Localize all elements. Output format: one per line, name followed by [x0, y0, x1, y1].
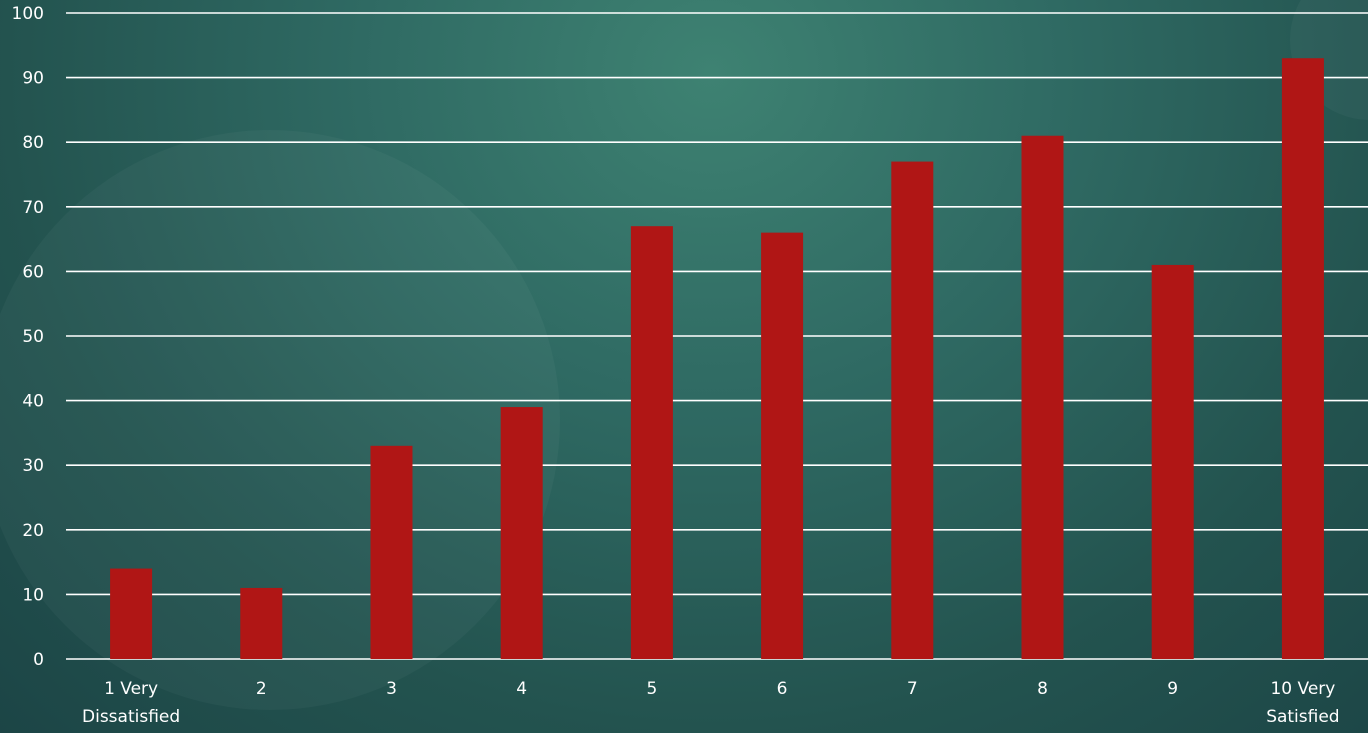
x-category-label-line: 5 — [646, 679, 657, 699]
x-category-label-line: Satisfied — [1266, 707, 1339, 727]
x-category-label: 8 — [1037, 679, 1048, 699]
bar — [1151, 264, 1194, 659]
x-category-label-line: 4 — [516, 679, 527, 699]
bar — [500, 407, 543, 659]
y-tick-label: 90 — [22, 69, 44, 89]
x-category-label: 7 — [907, 679, 918, 699]
x-category-label: 6 — [777, 679, 788, 699]
y-tick-label: 30 — [22, 456, 44, 476]
x-category-label-line: 9 — [1167, 679, 1178, 699]
y-axis-tick-labels: 0 10 20 30 40 50 60 70 80 90 100 — [12, 4, 44, 670]
bar — [761, 232, 804, 659]
bar — [370, 445, 413, 659]
y-tick-label: 50 — [22, 327, 44, 347]
y-tick-label: 20 — [22, 521, 44, 541]
x-category-label: 4 — [516, 679, 527, 699]
x-category-label-line: 1 Very — [104, 679, 158, 699]
x-category-label-line: 8 — [1037, 679, 1048, 699]
y-tick-label: 60 — [22, 262, 44, 282]
y-tick-label: 80 — [22, 133, 44, 153]
x-axis-category-labels: 1 Very Dissatisfied 2 3 4 5 6 7 8 9 10 Very Satisfi… — [82, 679, 1340, 727]
x-category-label: 5 — [646, 679, 657, 699]
x-category-label-line: 3 — [386, 679, 397, 699]
x-category-label-line: 7 — [907, 679, 918, 699]
bar — [1021, 135, 1064, 660]
bar — [630, 226, 673, 659]
bar — [110, 568, 153, 659]
bars — [110, 58, 1324, 660]
bar — [240, 587, 283, 659]
x-category-label: 2 — [256, 679, 267, 699]
x-category-label-line: Dissatisfied — [82, 707, 180, 727]
y-tick-label: 70 — [22, 198, 44, 218]
y-tick-label: 100 — [12, 4, 44, 24]
x-category-label-line: 6 — [777, 679, 788, 699]
x-category-label: 10 Very Satisfied — [1266, 679, 1339, 727]
bar — [1281, 58, 1324, 660]
bar — [891, 161, 934, 659]
x-category-label-line: 2 — [256, 679, 267, 699]
y-tick-label: 40 — [22, 392, 44, 412]
x-category-label: 1 Very Dissatisfied — [82, 679, 180, 727]
x-category-label: 3 — [386, 679, 397, 699]
x-category-label-line: 10 Very — [1270, 679, 1335, 699]
x-category-label: 9 — [1167, 679, 1178, 699]
y-tick-label: 10 — [22, 585, 44, 605]
gridlines — [66, 12, 1368, 660]
y-tick-label: 0 — [33, 650, 44, 670]
